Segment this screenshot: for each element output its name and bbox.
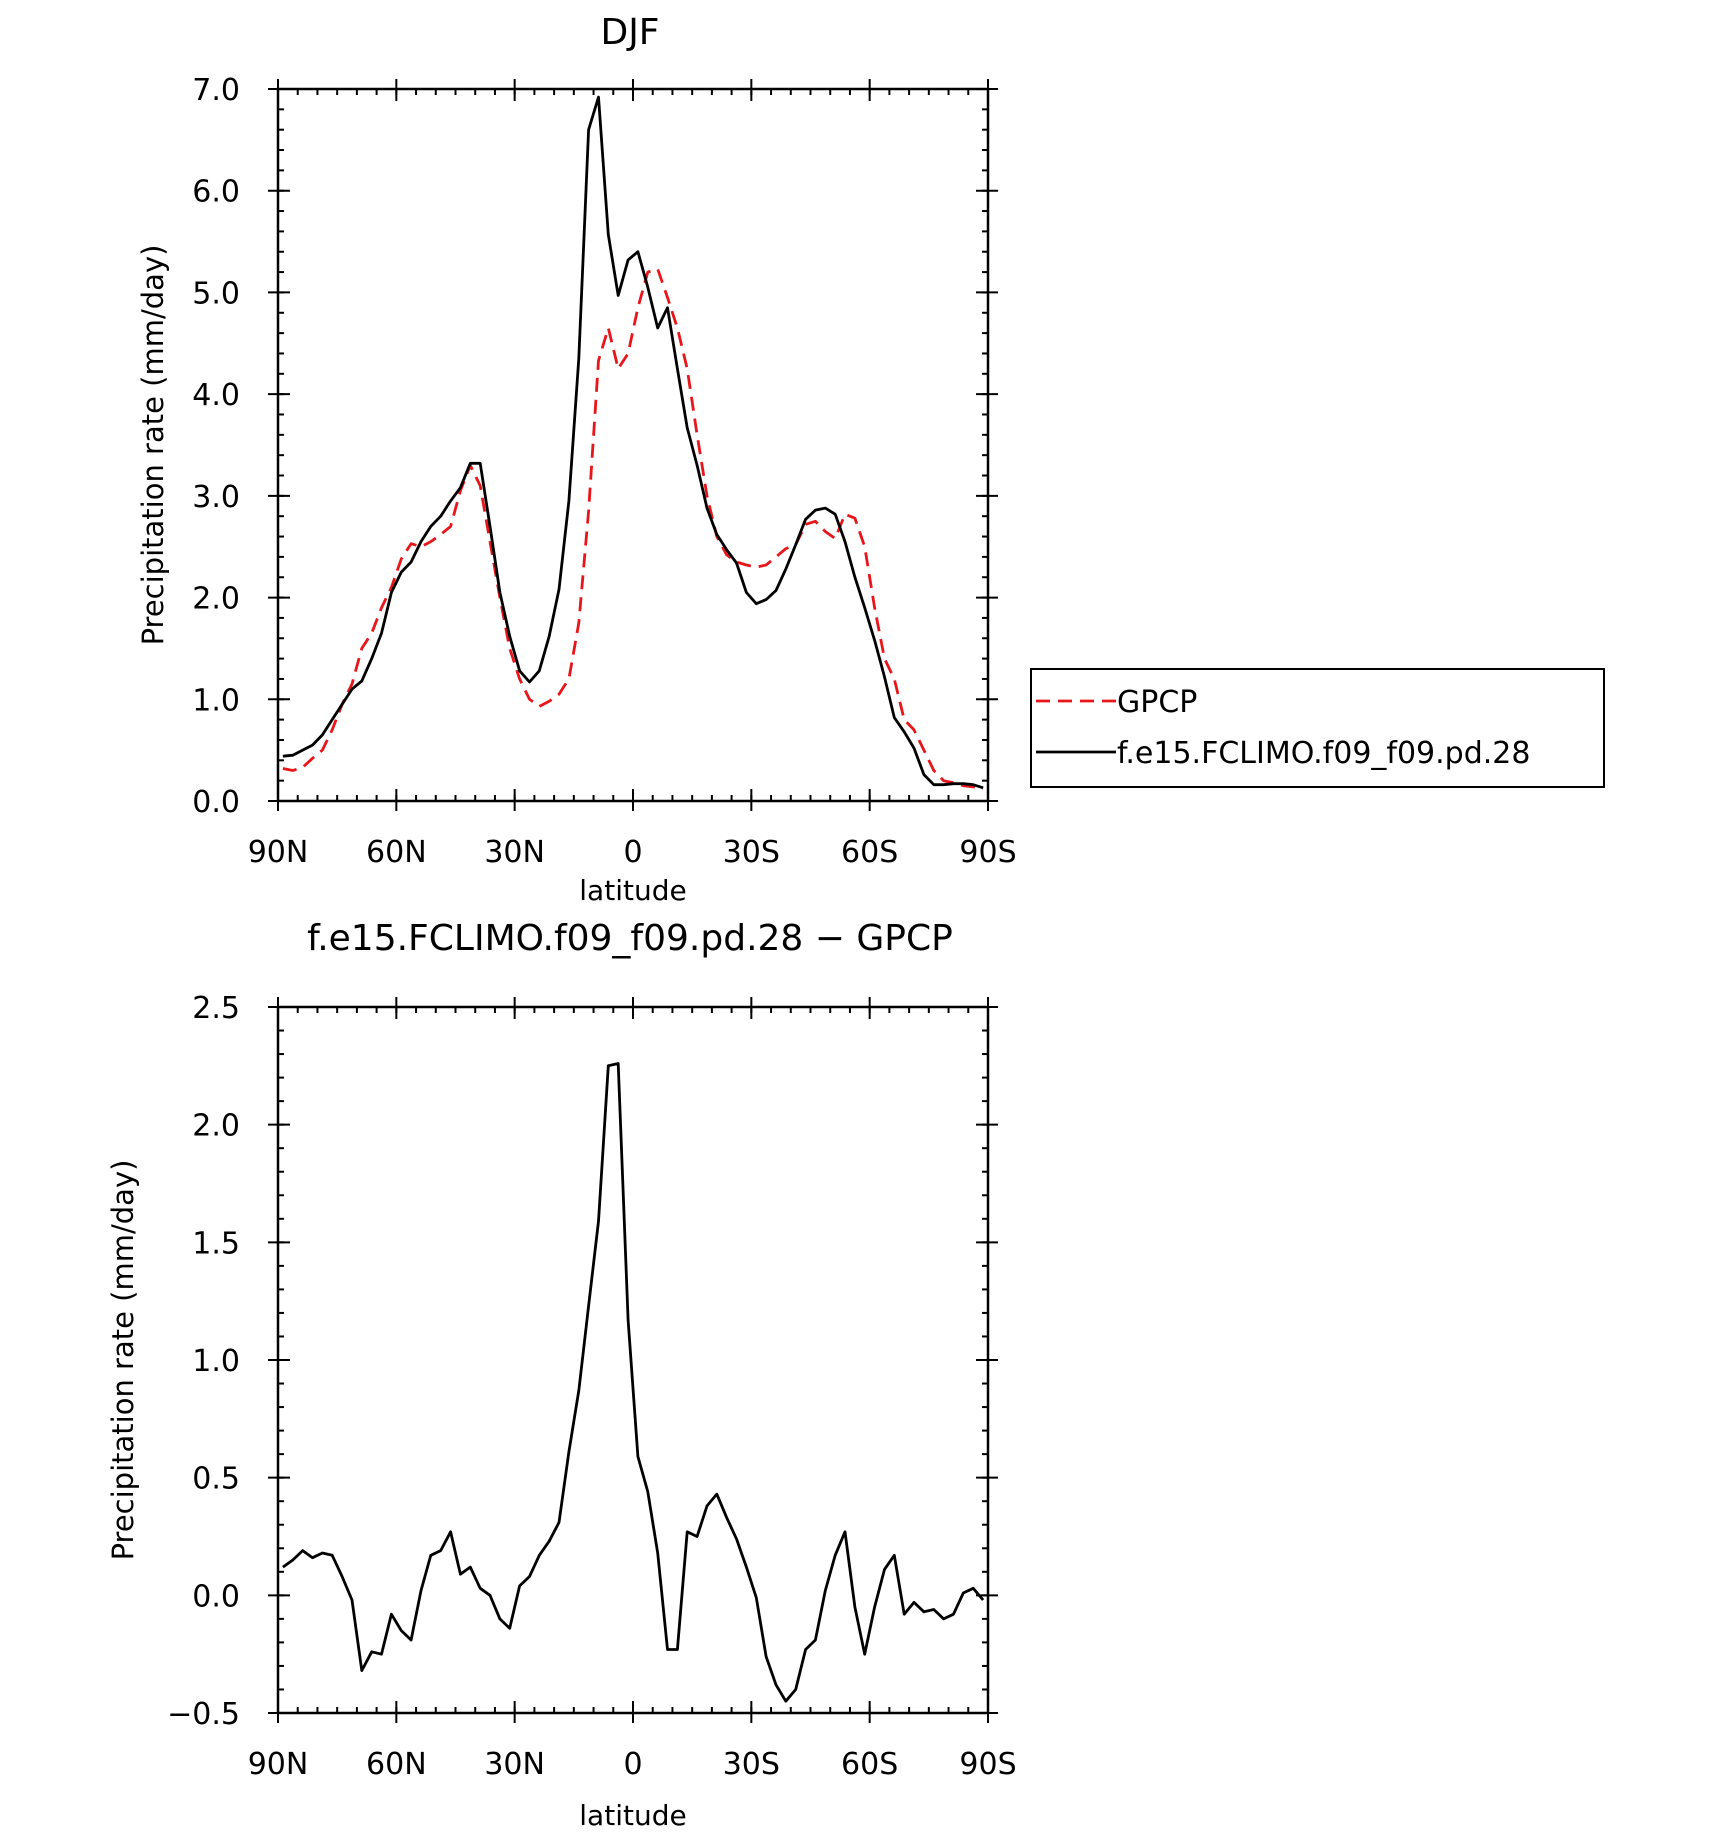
x-tick-label: 30S: [723, 835, 780, 870]
x-tick-label: 30N: [484, 835, 545, 870]
x-tick-label: 90N: [248, 1747, 309, 1782]
series-line-0: [282, 1062, 985, 1703]
x-axis-label: latitude: [579, 874, 686, 907]
y-tick-label: 2.0: [192, 1109, 240, 1144]
y-tick-label: 5.0: [192, 276, 240, 311]
chart-difference: f.e15.FCLIMO.f09_f09.pd.28 − GPCP latitud…: [106, 918, 1017, 1832]
y-tick-label: 0.5: [192, 1462, 240, 1497]
x-tick-label: 90N: [248, 835, 309, 870]
y-tick-label: 3.0: [192, 480, 240, 515]
x-tick-label: 0: [623, 1747, 642, 1782]
y-tick-label: 4.0: [192, 378, 240, 413]
x-tick-label: 90S: [959, 1747, 1016, 1782]
x-tick-label: 90S: [959, 835, 1016, 870]
series-line-0: [282, 267, 984, 791]
y-tick-label: 0.0: [192, 785, 240, 820]
series-line-1: [282, 95, 984, 790]
chart-title: f.e15.FCLIMO.f09_f09.pd.28 − GPCP: [307, 918, 953, 959]
legend-label: f.e15.FCLIMO.f09_f09.pd.28: [1117, 736, 1530, 771]
x-axis-label: latitude: [579, 1799, 686, 1832]
chart-title: DJF: [600, 12, 659, 53]
tick-marks: [268, 997, 998, 1723]
plot-frame: [276, 1005, 990, 1715]
x-tick-label: 60N: [366, 835, 427, 870]
legend-box: [1030, 668, 1605, 788]
x-tick-label: 0: [623, 835, 642, 870]
tick-marks: [268, 79, 998, 811]
x-tick-label: 30N: [484, 1747, 545, 1782]
x-tick-label: 60S: [841, 835, 898, 870]
x-tick-label: 60N: [366, 1747, 427, 1782]
y-axis-label: Precipitation rate (mm/day): [106, 1160, 140, 1561]
y-tick-label: 1.0: [192, 683, 240, 718]
plot-frame: [276, 87, 990, 803]
x-tick-label: 60S: [841, 1747, 898, 1782]
legend-label: GPCP: [1117, 685, 1197, 720]
y-tick-label: 1.0: [192, 1344, 240, 1379]
y-tick-label: 2.5: [192, 991, 240, 1026]
legend: GPCP f.e15.FCLIMO.f09_f09.pd.28: [1030, 668, 1605, 788]
y-tick-label: 2.0: [192, 582, 240, 617]
y-axis-label: Precipitation rate (mm/day): [136, 245, 170, 646]
y-tick-label: 6.0: [192, 175, 240, 210]
chart-djf: DJF latitude Precipitation rate (mm/day) 90…: [136, 12, 1605, 907]
y-tick-label: −0.5: [167, 1697, 240, 1732]
y-tick-label: 1.5: [192, 1226, 240, 1261]
y-tick-label: 0.0: [192, 1579, 240, 1614]
y-tick-label: 7.0: [192, 73, 240, 108]
x-tick-label: 30S: [723, 1747, 780, 1782]
